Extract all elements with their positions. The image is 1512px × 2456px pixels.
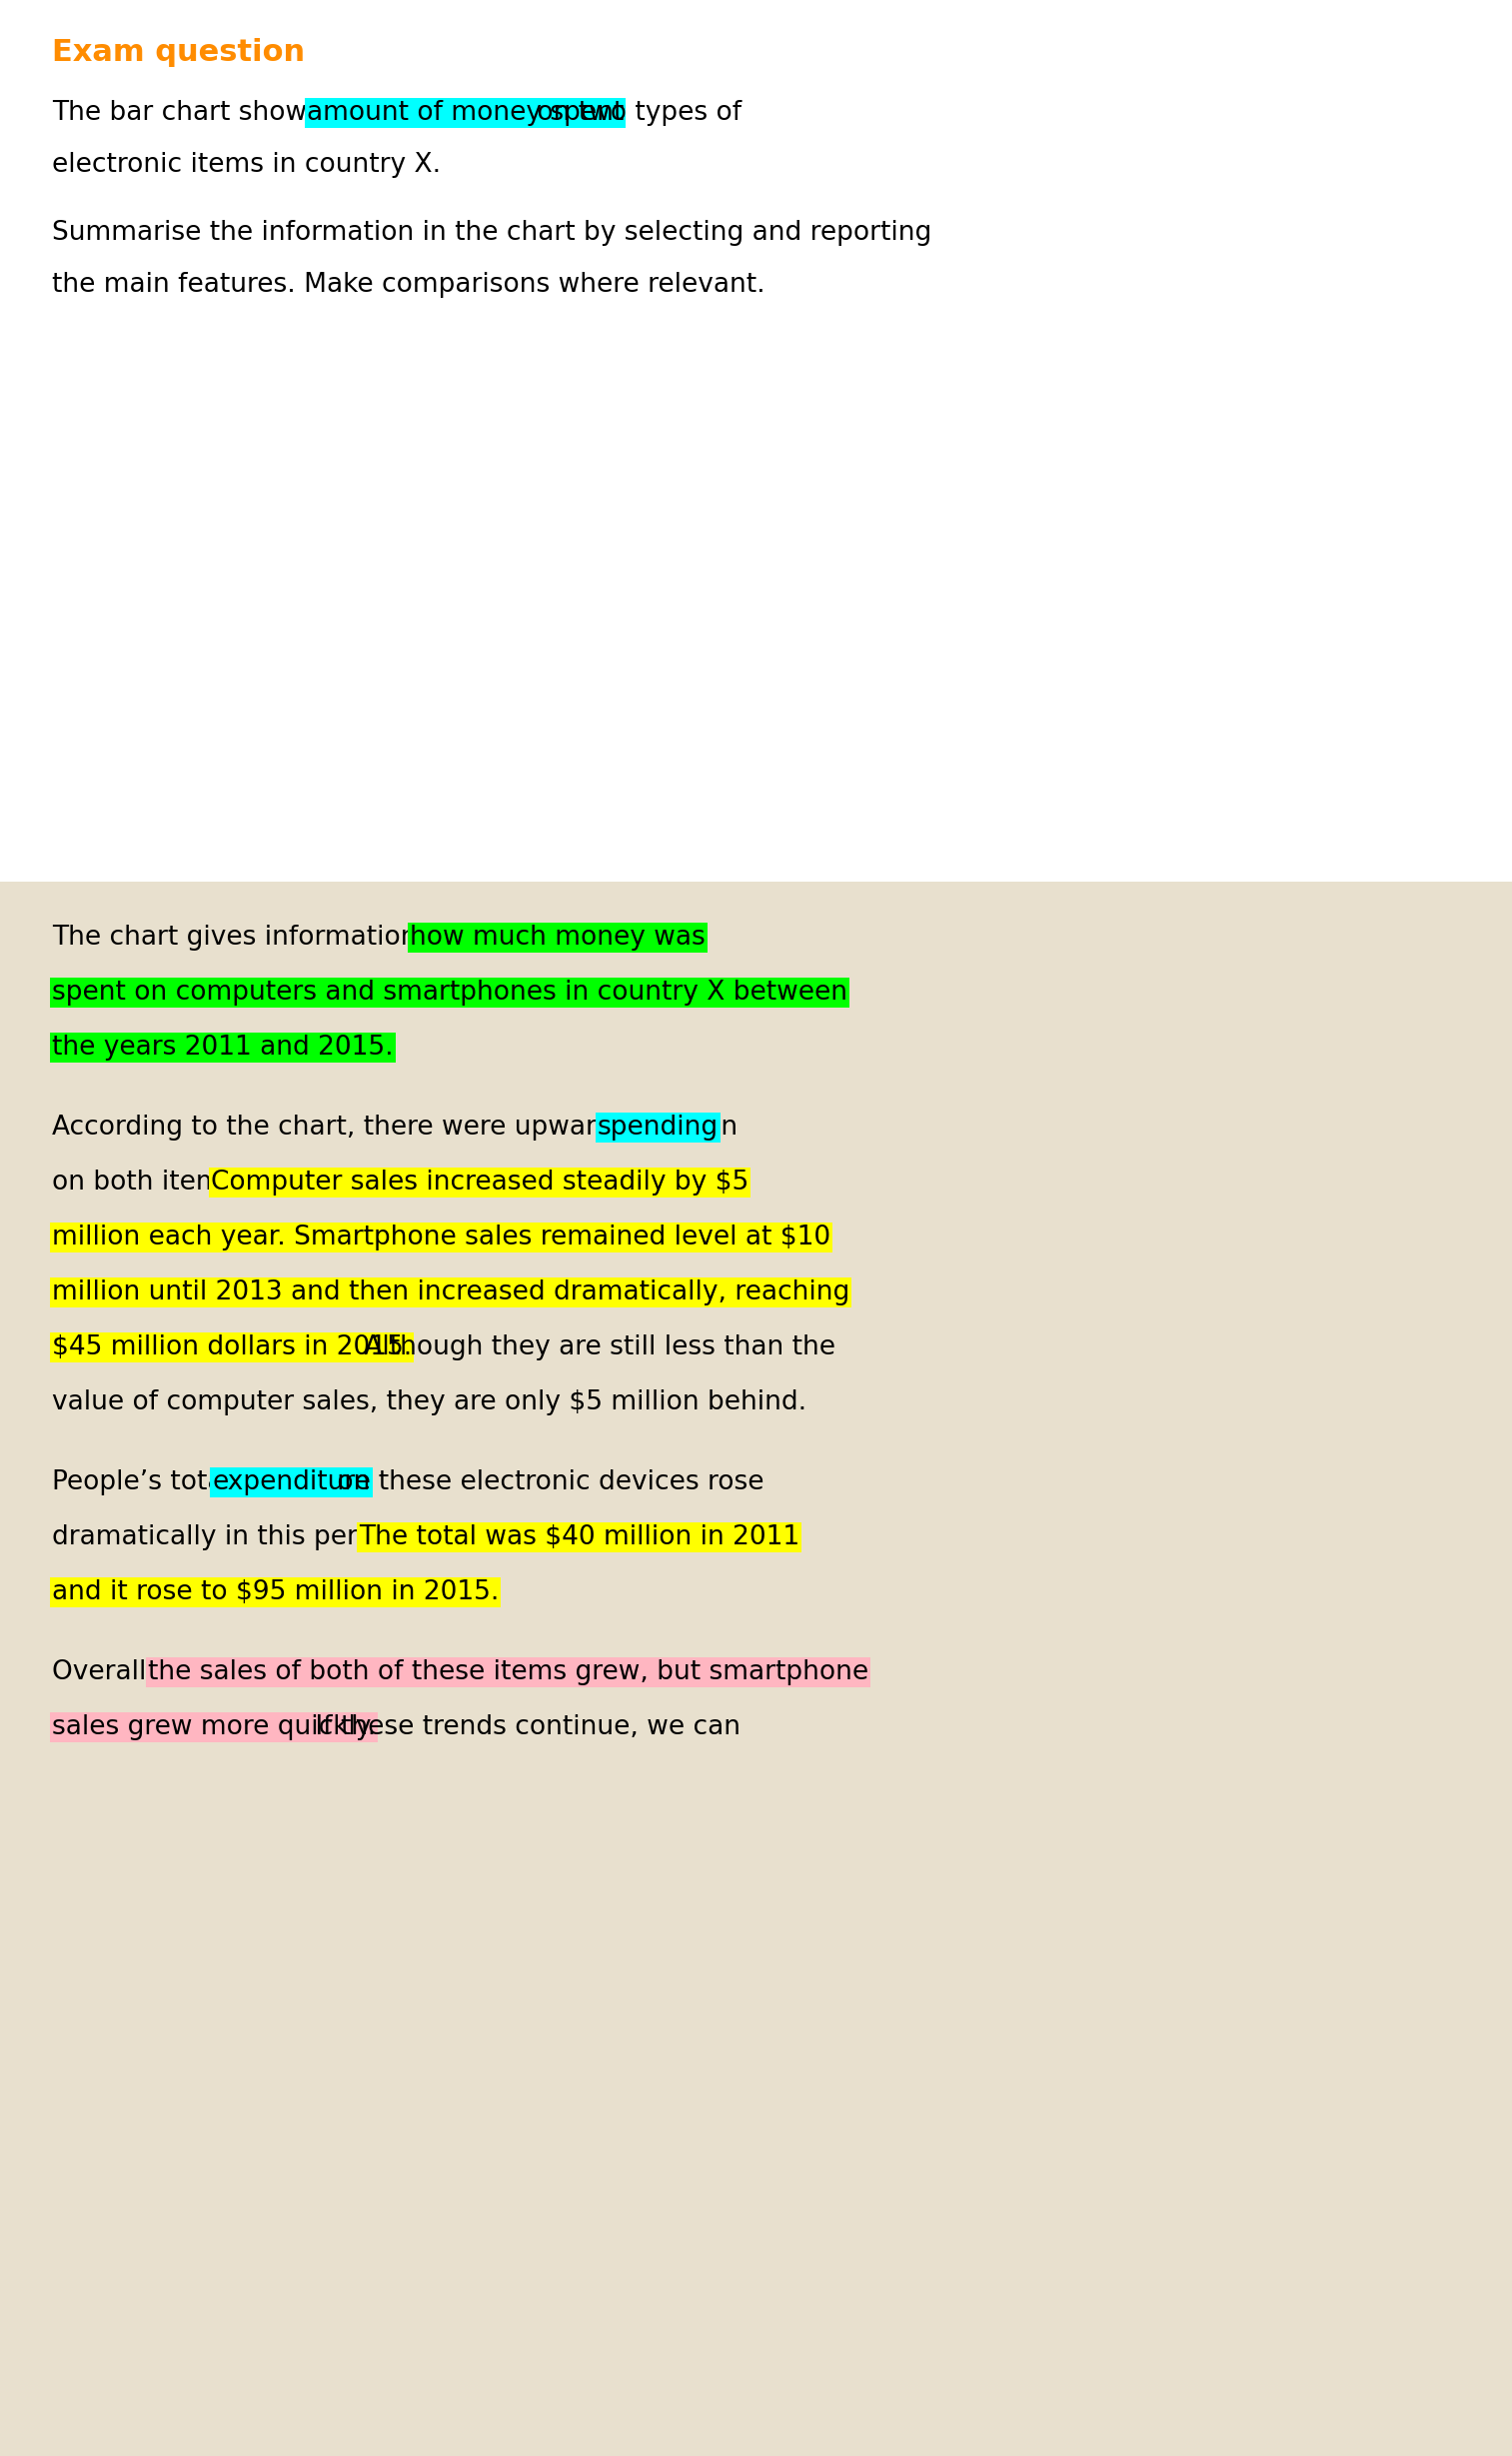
Text: The chart gives information about: The chart gives information about — [51, 923, 510, 950]
Text: dramatically in this period.: dramatically in this period. — [51, 1525, 414, 1550]
Bar — [1083, 589, 1164, 879]
Text: amount of money spent: amount of money spent — [307, 101, 624, 125]
Text: value of computer sales, they are only $5 million behind.: value of computer sales, they are only $… — [51, 1390, 806, 1415]
Bar — [572, 783, 653, 879]
Text: the sales of both of these items grew, but smartphone: the sales of both of these items grew, b… — [148, 1660, 868, 1685]
Text: the main features. Make comparisons where relevant.: the main features. Make comparisons wher… — [51, 273, 765, 297]
Text: the years 2011 and 2015.: the years 2011 and 2015. — [51, 1034, 393, 1061]
Bar — [1338, 445, 1420, 879]
Bar — [1256, 395, 1338, 879]
Text: on two types of: on two types of — [529, 101, 741, 125]
Text: People’s total: People’s total — [51, 1469, 239, 1496]
Text: how much money was: how much money was — [410, 923, 705, 950]
Text: Overall,: Overall, — [51, 1660, 163, 1685]
Text: sales grew more quickly.: sales grew more quickly. — [51, 1714, 376, 1741]
Text: spent on computers and smartphones in country X between: spent on computers and smartphones in co… — [51, 980, 847, 1005]
Bar — [827, 783, 909, 879]
Text: Exam question: Exam question — [51, 37, 305, 66]
Bar — [0, 0, 1512, 882]
Bar — [316, 783, 398, 879]
Text: expenditure: expenditure — [212, 1469, 370, 1496]
Text: According to the chart, there were upward trends in: According to the chart, there were upwar… — [51, 1115, 745, 1140]
Legend: Computers, Smartphones: Computers, Smartphones — [629, 305, 1024, 351]
Bar — [490, 540, 572, 879]
Text: $45 million dollars in 2015.: $45 million dollars in 2015. — [51, 1334, 411, 1361]
X-axis label: Year: Year — [798, 923, 856, 948]
Bar — [1001, 445, 1083, 879]
Text: The total was $40 million in 2011: The total was $40 million in 2011 — [358, 1525, 800, 1550]
Bar — [745, 494, 827, 879]
Bar — [234, 589, 316, 879]
Text: on these electronic devices rose: on these electronic devices rose — [328, 1469, 764, 1496]
Text: Computer sales increased steadily by $5: Computer sales increased steadily by $5 — [210, 1169, 748, 1196]
Bar — [0, 882, 1512, 2456]
Text: and it rose to $95 million in 2015.: and it rose to $95 million in 2015. — [51, 1579, 499, 1606]
Text: million each year. Smartphone sales remained level at $10: million each year. Smartphone sales rema… — [51, 1226, 830, 1250]
Text: If these trends continue, we can: If these trends continue, we can — [307, 1714, 741, 1741]
Text: Summarise the information in the chart by selecting and reporting: Summarise the information in the chart b… — [51, 221, 931, 246]
Text: electronic items in country X.: electronic items in country X. — [51, 152, 442, 177]
Text: Although they are still less than the: Although they are still less than the — [355, 1334, 836, 1361]
Text: million until 2013 and then increased dramatically, reaching: million until 2013 and then increased dr… — [51, 1280, 850, 1307]
Text: on both items.: on both items. — [51, 1169, 253, 1196]
Text: spending: spending — [597, 1115, 718, 1140]
Y-axis label: Sales
(million
dollars): Sales (million dollars) — [9, 558, 98, 624]
Text: The bar chart shows the: The bar chart shows the — [51, 101, 381, 125]
